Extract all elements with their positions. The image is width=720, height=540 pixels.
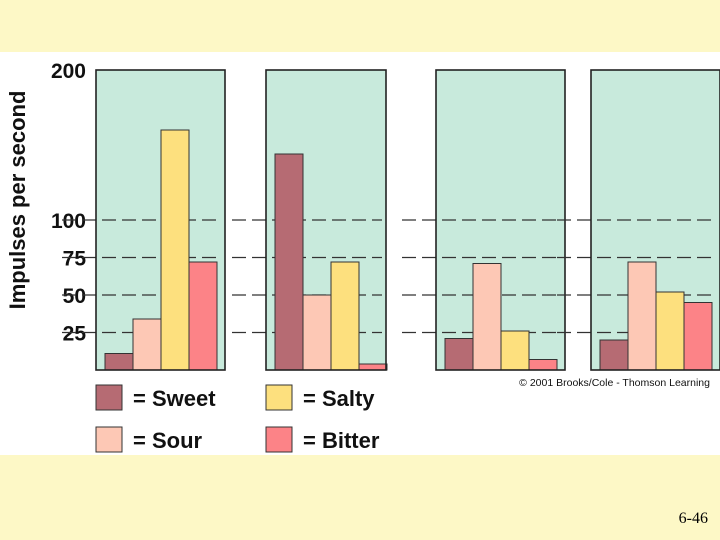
bar-sweet [274,153,304,371]
panel-frame [590,69,720,371]
bar-sweet [599,339,629,371]
bar-bitter [528,359,558,371]
legend-swatch-sour [95,426,123,453]
legend-label-bitter: = Bitter [303,428,380,453]
bar-bitter [358,363,388,371]
panel-frame [265,69,387,371]
bar-salty [330,261,360,371]
legend-item-salty: = Salty [265,384,375,411]
bar-sweet [104,353,134,371]
credit-text: © 2001 Brooks/Cole - Thomson Learning [519,377,710,389]
panel-frame [95,69,226,371]
bar-sour [472,263,502,371]
panel-1 [62,69,226,371]
panel-4 [557,69,720,371]
y-tick-label-25: 25 [63,323,87,346]
y-tick-label-50: 50 [63,285,86,308]
y-axis-label: Impulses per second [5,91,30,310]
y-tick-label-100: 100 [51,210,86,233]
bar-bitter [188,261,218,371]
bar-sour [627,261,657,371]
page-number: 6-46 [678,510,708,527]
legend-item-bitter: = Bitter [265,426,380,453]
legend-label-sour: = Sour [133,428,203,453]
bar-salty [655,291,685,371]
bar-sweet [444,338,474,371]
y-tick-label-200: 200 [51,60,86,83]
panel-3 [402,69,566,371]
bar-bitter [683,302,713,371]
legend-item-sour: = Sour [95,426,203,453]
legend-swatch-bitter [265,426,293,453]
bar-salty [160,129,190,371]
bar-sour [132,318,162,371]
bar-sour [302,294,332,371]
bar-salty [500,330,530,371]
legend-label-sweet: = Sweet [133,386,216,411]
taste-response-chart: Impulses per second 25 50 75 100 200 = Sweet = … [5,60,720,453]
y-tick-label-75: 75 [63,248,87,271]
legend-swatch-salty [265,384,293,411]
legend-label-salty: = Salty [303,386,375,411]
figure: Impulses per second 25 50 75 100 200 = Sweet = … [0,52,720,455]
legend-item-sweet: = Sweet [95,384,216,411]
legend-swatch-sweet [95,384,123,411]
panel-2 [232,69,388,371]
